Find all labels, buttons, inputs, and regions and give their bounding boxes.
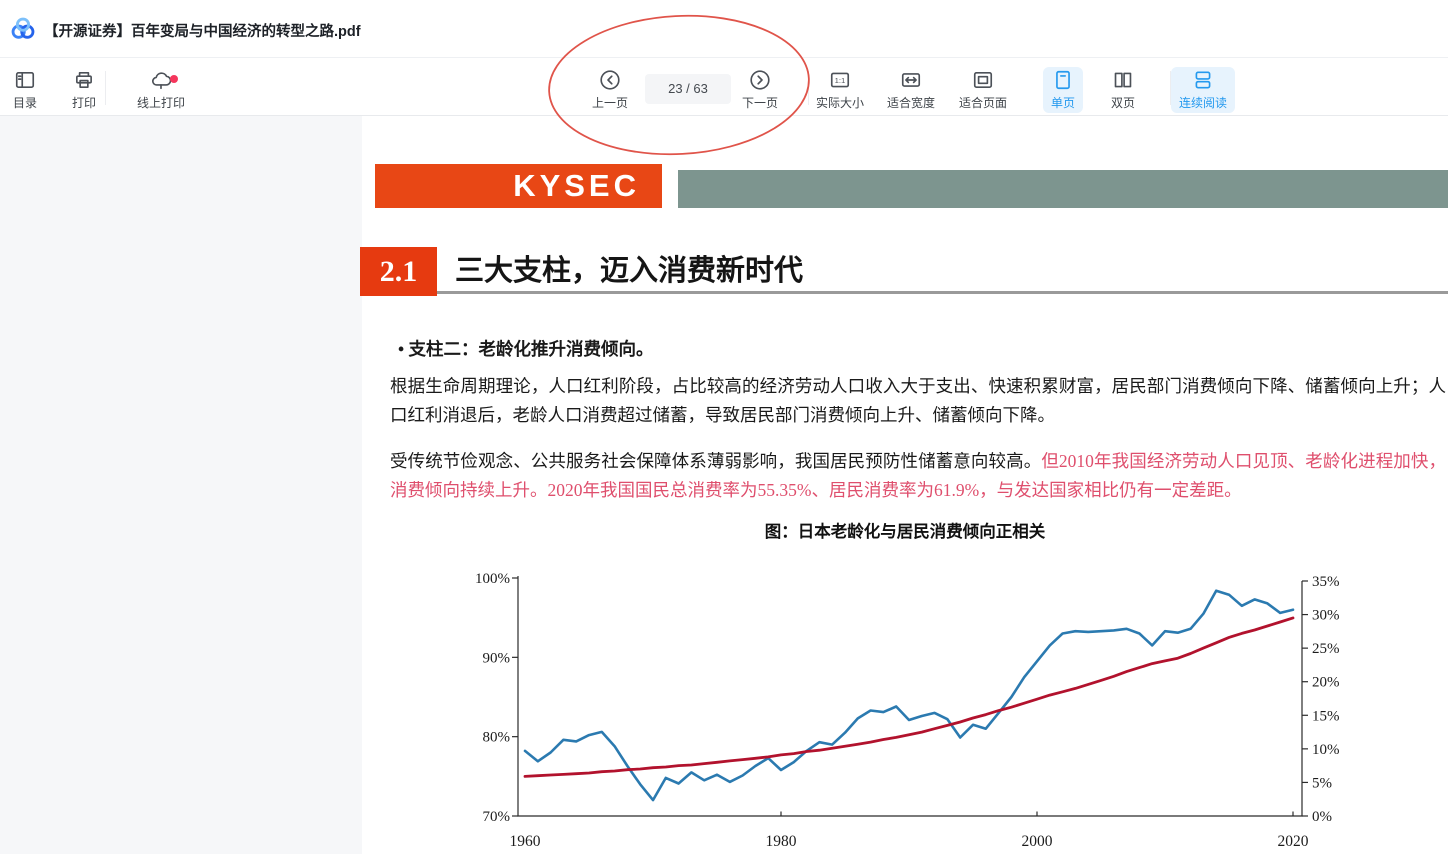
bullet-marker: • — [398, 339, 405, 359]
print-icon — [76, 72, 92, 88]
online-print-button[interactable]: 线上打印 — [129, 67, 193, 113]
svg-text:2020: 2020 — [1278, 833, 1309, 850]
chart-svg: 100% 90% 80% 70% 35% 30% 25% 20% 15% 10% 5% 0% 1960 1… — [475, 571, 1340, 850]
section-number: 2.1 — [360, 247, 437, 296]
chevron-left-circle-icon — [600, 70, 620, 90]
page-indicator[interactable]: 23 / 63 — [645, 74, 731, 104]
toolbar-divider — [1170, 71, 1171, 105]
titlebar: 【开源证券】百年变局与中国经济的转型之路.pdf — [0, 0, 1448, 58]
actual-size-label: 实际大小 — [815, 96, 865, 110]
continuous-reading-icon — [1195, 71, 1211, 89]
svg-text:1:1: 1:1 — [835, 76, 846, 85]
document-title: 【开源证券】百年变局与中国经济的转型之路.pdf — [44, 24, 361, 40]
toolbar-divider — [105, 71, 106, 105]
svg-text:80%: 80% — [483, 730, 511, 746]
cloud-print-icon — [152, 72, 172, 90]
paragraph-2: 受传统节俭观念、公共服务社会保障体系薄弱影响，我国居民预防性储蓄意向较高。但20… — [390, 447, 1446, 504]
double-page-icon — [1114, 72, 1132, 88]
print-button[interactable]: 打印 — [64, 67, 104, 113]
svg-text:5%: 5% — [1312, 775, 1332, 791]
svg-text:70%: 70% — [483, 809, 511, 825]
svg-text:10%: 10% — [1312, 742, 1340, 758]
viewer-gutter — [0, 116, 363, 854]
continuous-reading-button[interactable]: 连续阅读 — [1170, 67, 1236, 113]
fit-page-icon — [973, 72, 993, 88]
next-page-label: 下一页 — [741, 96, 779, 110]
fit-width-button[interactable]: 适合宽度 — [879, 67, 943, 113]
chart-axes — [517, 576, 1303, 817]
section-title: 三大支柱，迈入消费新时代 — [455, 255, 804, 287]
line-chart: 100% 90% 80% 70% 35% 30% 25% 20% 15% 10% 5% 0% 1960 1… — [460, 558, 1360, 854]
svg-text:1980: 1980 — [766, 833, 797, 850]
svg-text:0%: 0% — [1312, 809, 1332, 825]
fit-width-label: 适合宽度 — [886, 96, 936, 110]
section-underline — [437, 291, 1448, 294]
svg-text:35%: 35% — [1312, 574, 1340, 590]
bullet-item: • 支柱二：老龄化推升消费倾向。 — [398, 336, 1418, 361]
svg-text:2000: 2000 — [1022, 833, 1053, 850]
single-page-label: 单页 — [1050, 96, 1076, 110]
paragraph-2-red: 但2010年我国经济劳动人口见顶、老龄化进程加快，消费倾向持续上升。2020年我… — [390, 451, 1446, 500]
prev-page-label: 上一页 — [591, 96, 629, 110]
toc-button[interactable]: 目录 — [5, 67, 45, 113]
bullet-text: 支柱二：老龄化推升消费倾向。 — [408, 339, 654, 359]
svg-text:20%: 20% — [1312, 675, 1340, 691]
chart-caption: 图：日本老龄化与居民消费倾向正相关 — [764, 522, 1046, 541]
svg-text:100%: 100% — [475, 571, 510, 587]
online-print-label: 线上打印 — [136, 96, 186, 110]
double-page-label: 双页 — [1110, 96, 1136, 110]
svg-text:15%: 15% — [1312, 708, 1340, 724]
svg-text:30%: 30% — [1312, 608, 1340, 624]
print-label: 打印 — [71, 96, 97, 110]
blue-line-left-axis — [523, 589, 1295, 802]
chevron-right-circle-icon — [750, 70, 770, 90]
fit-page-button[interactable]: 适合页面 — [951, 67, 1015, 113]
toolbar: 目录 打印 线上打印 上一页 23 / 63 — [0, 58, 1448, 116]
content-area: KYSEC 2.1 三大支柱，迈入消费新时代 • 支柱二：老龄化推升消费倾向。 … — [0, 116, 1448, 854]
notification-dot — [169, 75, 178, 83]
red-line-right-axis — [523, 616, 1295, 778]
header-band — [678, 170, 1448, 208]
prev-page-button[interactable]: 上一页 — [584, 67, 636, 113]
actual-size-button[interactable]: 1:1 实际大小 — [808, 67, 872, 113]
fit-width-icon — [901, 73, 921, 87]
toc-label: 目录 — [12, 96, 38, 110]
double-page-button[interactable]: 双页 — [1103, 67, 1143, 113]
single-page-button[interactable]: 单页 — [1042, 67, 1084, 113]
toc-icon — [15, 72, 35, 88]
paragraph-1: 根据生命周期理论，人口红利阶段，占比较高的经济劳动人口收入大于支出、快速积累财富… — [390, 376, 1446, 425]
app-logo-icon — [11, 17, 35, 39]
paragraph-2-black: 受传统节俭观念、公共服务社会保障体系薄弱影响，我国居民预防性储蓄意向较高。 — [390, 451, 1042, 471]
fit-page-label: 适合页面 — [958, 96, 1008, 110]
pdf-page: KYSEC 2.1 三大支柱，迈入消费新时代 • 支柱二：老龄化推升消费倾向。 … — [360, 116, 1448, 854]
actual-size-icon: 1:1 — [830, 72, 850, 88]
continuous-reading-label: 连续阅读 — [1178, 96, 1228, 110]
svg-text:90%: 90% — [483, 650, 511, 666]
kysec-logo: KYSEC — [375, 164, 662, 208]
next-page-button[interactable]: 下一页 — [734, 67, 786, 113]
single-page-icon — [1056, 70, 1070, 90]
svg-text:1960: 1960 — [510, 833, 541, 850]
svg-text:25%: 25% — [1312, 641, 1340, 657]
